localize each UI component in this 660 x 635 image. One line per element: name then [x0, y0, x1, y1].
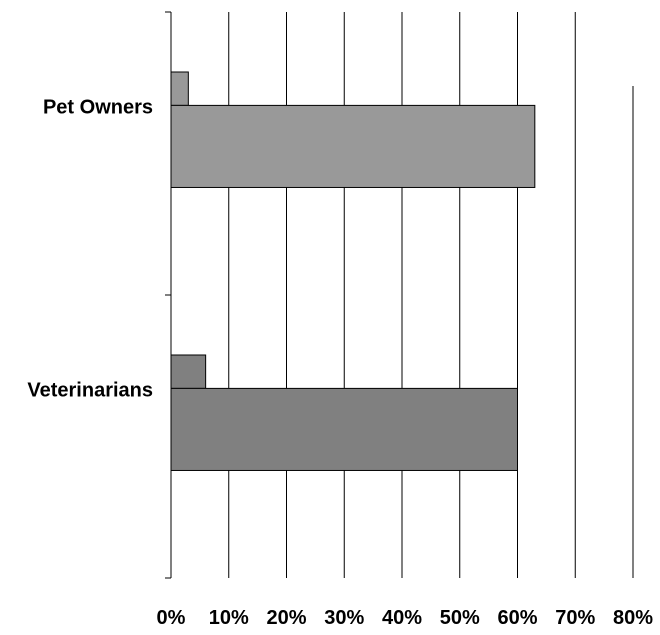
x-tick-label: 50% — [440, 607, 480, 629]
bar — [170, 71, 189, 106]
category-label: Pet Owners — [43, 96, 153, 118]
x-tick-label: 20% — [266, 607, 306, 629]
x-tick-label: 0% — [157, 607, 186, 629]
x-tick-label: 30% — [324, 607, 364, 629]
x-tick-label: 60% — [497, 607, 537, 629]
bar — [170, 104, 536, 188]
category-labels: Pet Owners Veterinarians — [27, 96, 153, 401]
bars — [170, 71, 536, 471]
category-label: Veterinarians — [27, 379, 153, 401]
gridlines — [228, 12, 634, 578]
x-tick-label: 80% — [613, 607, 653, 629]
axes — [165, 11, 172, 579]
x-tick-label: 10% — [209, 607, 249, 629]
bar — [170, 387, 518, 471]
x-tick-label: 70% — [555, 607, 595, 629]
x-tick-label: 40% — [382, 607, 422, 629]
bar — [170, 354, 207, 389]
x-tick-labels: 0% 10% 20% 30% 40% 50% 60% 70% 80% — [157, 607, 654, 629]
